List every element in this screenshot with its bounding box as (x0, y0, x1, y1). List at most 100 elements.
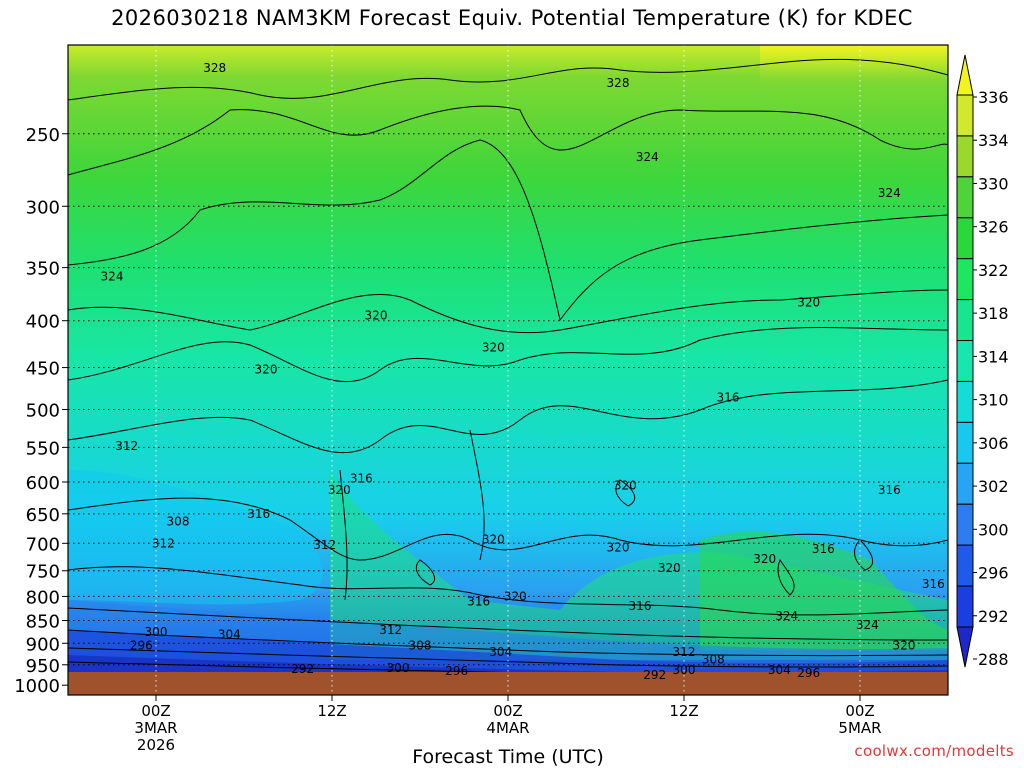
colorbar-bottom-arrow (956, 626, 974, 668)
colorbar-top-arrow (956, 54, 974, 96)
y-tick-label: 800 (26, 587, 60, 608)
colorbar-label: 296 (978, 564, 1009, 583)
contour-label-308: 308 (702, 653, 725, 667)
y-tick-label: 700 (26, 534, 60, 555)
y-tick-label: 550 (26, 438, 60, 459)
contour-label-320: 320 (328, 483, 351, 497)
colorbar-label: 310 (978, 391, 1009, 410)
contour-label-300: 300 (387, 661, 410, 675)
contour-label-304: 304 (489, 645, 512, 659)
contour-label-312: 312 (379, 623, 402, 637)
colorbar-swatch (956, 544, 974, 587)
credit-text: coolwx.com/modelts (854, 742, 1014, 760)
colorbar-swatch (956, 462, 974, 505)
contour-label-308: 308 (167, 515, 190, 529)
contour-label-316: 316 (350, 472, 373, 486)
x-tick-label: 00Z (493, 702, 522, 720)
contour-label-292: 292 (643, 668, 666, 682)
contour-label-328: 328 (203, 61, 226, 75)
contour-label-304: 304 (768, 663, 791, 677)
contour-lines (68, 58, 948, 676)
contour-label-316: 316 (247, 507, 270, 521)
x-tick-sublabel: 4MAR (486, 719, 529, 737)
y-tick-label: 1000 (14, 676, 60, 697)
contour-label-312: 312 (152, 536, 175, 550)
contour-label-320: 320 (482, 341, 505, 355)
colorbar-swatch (956, 380, 974, 423)
y-tick-label: 600 (26, 473, 60, 494)
y-tick-label: 350 (26, 259, 60, 280)
contour-label-316: 316 (922, 577, 945, 591)
contour-label-320: 320 (893, 638, 916, 652)
y-tick-label: 400 (26, 312, 60, 333)
contour-label-320: 320 (482, 532, 505, 546)
contour-label-320: 320 (504, 589, 527, 603)
contour-label-324: 324 (878, 186, 901, 200)
colorbar-label: 334 (978, 131, 1009, 150)
y-tick-label: 300 (26, 197, 60, 218)
contour-label-316: 316 (629, 599, 652, 613)
contour-label-320: 320 (797, 295, 820, 309)
colorbar-label: 318 (978, 304, 1009, 323)
y-tick-label: 500 (26, 400, 60, 421)
contour-label-292: 292 (291, 662, 314, 676)
ground-band (68, 672, 948, 695)
x-tick-label: 00Z (141, 702, 170, 720)
contour-label-328: 328 (607, 76, 630, 90)
y-tick-label: 650 (26, 505, 60, 526)
colorbar-swatch (956, 299, 974, 342)
colorbar-swatch (956, 176, 974, 219)
contour-label-316: 316 (878, 483, 901, 497)
y-axis: 2503003504004505005506006507007508008509… (14, 125, 68, 697)
x-tick-sublabel: 2026 (137, 736, 175, 754)
contour-label-300: 300 (673, 663, 696, 677)
x-tick-label: 12Z (317, 702, 346, 720)
x-tick-label: 12Z (669, 702, 698, 720)
contour-label-320: 320 (658, 561, 681, 575)
contour-label-320: 320 (365, 309, 388, 323)
colorbar-label: 326 (978, 218, 1009, 237)
contour-label-304: 304 (218, 627, 241, 641)
colorbar-label: 288 (978, 650, 1009, 669)
contour-label-308: 308 (409, 638, 432, 652)
y-tick-label: 900 (26, 634, 60, 655)
colorbar-swatch (956, 135, 974, 178)
contour-label-296: 296 (130, 638, 153, 652)
colorbar-swatch (956, 217, 974, 260)
colorbar-label: 292 (978, 607, 1009, 626)
contour-label-324: 324 (856, 618, 879, 632)
x-tick-sublabel: 3MAR (134, 719, 177, 737)
y-tick-label: 750 (26, 562, 60, 583)
colorbar-swatch (956, 94, 974, 137)
colorbar-swatch (956, 421, 974, 464)
x-tick-label: 00Z (845, 702, 874, 720)
colorbar-label: 302 (978, 477, 1009, 496)
colorbar: 336 334 330 326 322 318 314 310 306 302 300 296 292 2… (956, 54, 1009, 669)
colorbar-label: 306 (978, 434, 1009, 453)
contour-label-320: 320 (255, 362, 278, 376)
contour-label-312: 312 (313, 538, 336, 552)
contour-label-296: 296 (445, 664, 468, 678)
contour-label-312: 312 (673, 645, 696, 659)
contour-label-316: 316 (812, 542, 835, 556)
contour-label-320: 320 (753, 552, 776, 566)
contour-label-324: 324 (101, 270, 124, 284)
contour-label-300: 300 (145, 625, 168, 639)
colorbar-swatch (956, 503, 974, 546)
colorbar-label: 322 (978, 261, 1009, 280)
contour-label-320: 320 (614, 478, 637, 492)
colorbar-swatch (956, 258, 974, 301)
y-tick-label: 950 (26, 656, 60, 677)
colorbar-label: 300 (978, 520, 1009, 539)
colorbar-swatch (956, 585, 974, 628)
contour-label-316: 316 (717, 390, 740, 404)
y-tick-label: 450 (26, 359, 60, 380)
y-tick-label: 850 (26, 612, 60, 633)
contour-label-324: 324 (775, 609, 798, 623)
contour-label-296: 296 (797, 666, 820, 680)
colorbar-label: 336 (978, 88, 1009, 107)
contour-label-316: 316 (467, 594, 490, 608)
